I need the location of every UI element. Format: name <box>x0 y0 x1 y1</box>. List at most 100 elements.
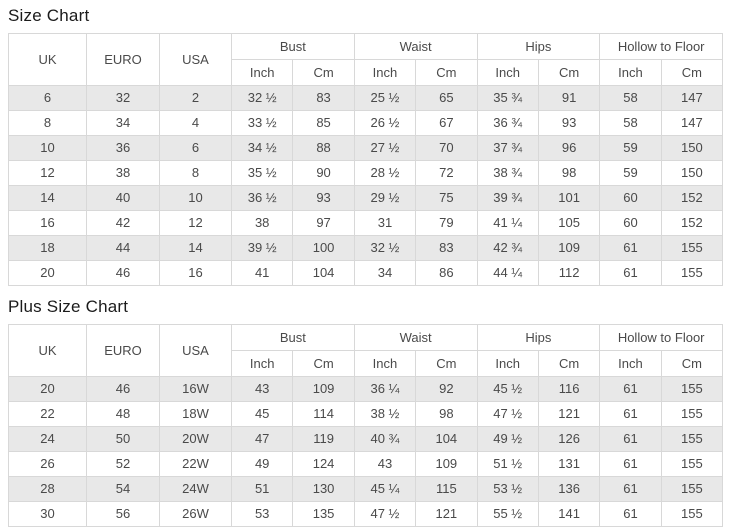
table-cell: 50 <box>86 426 160 452</box>
table-cell: 61 <box>599 451 662 477</box>
table-cell: 34 ½ <box>230 135 294 161</box>
table-row: 24 50 20W 47 119 40 ¾ 104 49 ½ 126 61 155 <box>8 426 724 452</box>
col-header-bust: Bust <box>231 324 355 351</box>
table-cell: 28 ½ <box>353 160 417 186</box>
subheader-hips-inch: Inch <box>476 59 539 86</box>
table-cell: 104 <box>292 260 355 286</box>
table-row: 20 46 16 41 104 34 86 44 ¼ 112 61 155 <box>8 260 724 286</box>
col-header-hollow-to-floor: Hollow to Floor <box>599 33 724 60</box>
table-cell: 109 <box>292 376 355 402</box>
table-cell: 98 <box>537 160 601 186</box>
col-header-euro: EURO <box>86 33 160 86</box>
table-cell: 53 ½ <box>476 476 539 502</box>
table-cell: 38 <box>86 160 160 186</box>
subheader-waist-cm: Cm <box>415 59 478 86</box>
table-cell: 155 <box>660 401 724 427</box>
table-cell: 34 <box>86 110 160 136</box>
table-cell: 126 <box>537 426 601 452</box>
table-cell: 72 <box>415 160 478 186</box>
table-cell: 93 <box>537 110 601 136</box>
table-cell: 18 <box>8 235 87 261</box>
header-unit-row: Inch Cm Inch Cm Inch Cm Inch Cm <box>9 350 724 377</box>
plus-size-chart-table: UK EURO USA Bust Waist Hips Hollow to Fl… <box>8 324 724 527</box>
table-cell: 109 <box>537 235 601 261</box>
table-cell: 45 <box>230 401 294 427</box>
table-cell: 28 <box>8 476 87 502</box>
header-group-row: UK EURO USA Bust Waist Hips Hollow to Fl… <box>8 324 724 377</box>
table-cell: 130 <box>292 476 355 502</box>
table-cell: 38 <box>230 210 294 236</box>
table-cell: 58 <box>599 85 662 111</box>
col-header-waist: Waist <box>353 324 478 351</box>
table-cell: 51 ½ <box>476 451 539 477</box>
table-cell: 53 <box>230 501 294 527</box>
table-row: 22 48 18W 45 114 38 ½ 98 47 ½ 121 61 155 <box>8 401 724 427</box>
col-header-hips: Hips <box>476 33 601 60</box>
table-cell: 91 <box>537 85 601 111</box>
table-cell: 147 <box>660 110 724 136</box>
table-cell: 49 ½ <box>476 426 539 452</box>
table-cell: 36 ½ <box>230 185 294 211</box>
table-cell: 18W <box>159 401 232 427</box>
table-cell: 26 ½ <box>353 110 417 136</box>
table-cell: 30 <box>8 501 87 527</box>
table-cell: 32 ½ <box>230 85 294 111</box>
table-cell: 33 ½ <box>230 110 294 136</box>
plus-size-chart-header: UK EURO USA Bust Waist Hips Hollow to Fl… <box>8 324 724 377</box>
subheader-bust-inch: Inch <box>230 350 294 377</box>
table-cell: 49 <box>230 451 294 477</box>
table-cell: 36 ¾ <box>476 110 539 136</box>
table-cell: 2 <box>159 85 232 111</box>
table-cell: 20 <box>8 376 87 402</box>
table-cell: 114 <box>292 401 355 427</box>
table-cell: 141 <box>537 501 601 527</box>
table-cell: 136 <box>537 476 601 502</box>
table-cell: 155 <box>660 501 724 527</box>
table-cell: 83 <box>415 235 478 261</box>
table-cell: 8 <box>159 160 232 186</box>
table-cell: 155 <box>660 426 724 452</box>
table-cell: 48 <box>86 401 160 427</box>
size-chart-table: UK EURO USA Bust Waist Hips Hollow to Fl… <box>8 33 724 286</box>
subheader-bust-cm: Cm <box>292 59 355 86</box>
col-header-uk: UK <box>8 33 87 86</box>
table-cell: 101 <box>537 185 601 211</box>
table-cell: 35 ¾ <box>476 85 539 111</box>
table-cell: 104 <box>415 426 478 452</box>
col-header-hips: Hips <box>476 324 601 351</box>
table-cell: 43 <box>353 451 417 477</box>
table-cell: 32 <box>86 85 160 111</box>
col-header-euro: EURO <box>86 324 160 377</box>
table-cell: 70 <box>415 135 478 161</box>
table-cell: 26W <box>159 501 232 527</box>
table-row: 20 46 16W 43 109 36 ¼ 92 45 ½ 116 61 155 <box>8 376 724 402</box>
table-cell: 67 <box>415 110 478 136</box>
table-cell: 20W <box>159 426 232 452</box>
table-cell: 47 ½ <box>353 501 417 527</box>
subheader-hips-cm: Cm <box>537 59 601 86</box>
table-cell: 47 ½ <box>476 401 539 427</box>
size-chart-title: Size Chart <box>8 6 90 25</box>
size-chart-header: UK EURO USA Bust Waist Hips Hollow to Fl… <box>8 33 724 86</box>
table-cell: 45 ¼ <box>353 476 417 502</box>
table-cell: 39 ¾ <box>476 185 539 211</box>
table-cell: 6 <box>8 85 87 111</box>
table-cell: 58 <box>599 110 662 136</box>
table-cell: 97 <box>292 210 355 236</box>
table-cell: 36 <box>86 135 160 161</box>
table-cell: 42 ¾ <box>476 235 539 261</box>
table-cell: 83 <box>292 85 355 111</box>
table-cell: 31 <box>353 210 417 236</box>
plus-size-chart-section: Plus Size Chart UK EURO USA Bust Waist H… <box>8 297 724 527</box>
table-cell: 24W <box>159 476 232 502</box>
subheader-hollow-inch: Inch <box>599 350 662 377</box>
table-cell: 119 <box>292 426 355 452</box>
table-row: 18 44 14 39 ½ 100 32 ½ 83 42 ¾ 109 61 155 <box>8 235 724 261</box>
table-cell: 38 ½ <box>353 401 417 427</box>
table-cell: 44 ¼ <box>476 260 539 286</box>
table-cell: 36 ¼ <box>353 376 417 402</box>
table-cell: 75 <box>415 185 478 211</box>
table-cell: 65 <box>415 85 478 111</box>
table-row: 28 54 24W 51 130 45 ¼ 115 53 ½ 136 61 155 <box>8 476 724 502</box>
